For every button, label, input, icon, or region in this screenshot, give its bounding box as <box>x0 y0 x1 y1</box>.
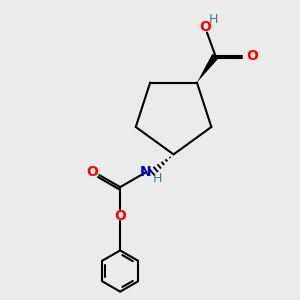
Text: H: H <box>209 13 218 26</box>
Text: O: O <box>246 49 258 63</box>
Polygon shape <box>197 54 219 82</box>
Text: H: H <box>153 172 162 185</box>
Text: O: O <box>86 165 98 179</box>
Text: O: O <box>199 20 211 34</box>
Text: O: O <box>114 209 126 223</box>
Text: N: N <box>140 165 152 179</box>
